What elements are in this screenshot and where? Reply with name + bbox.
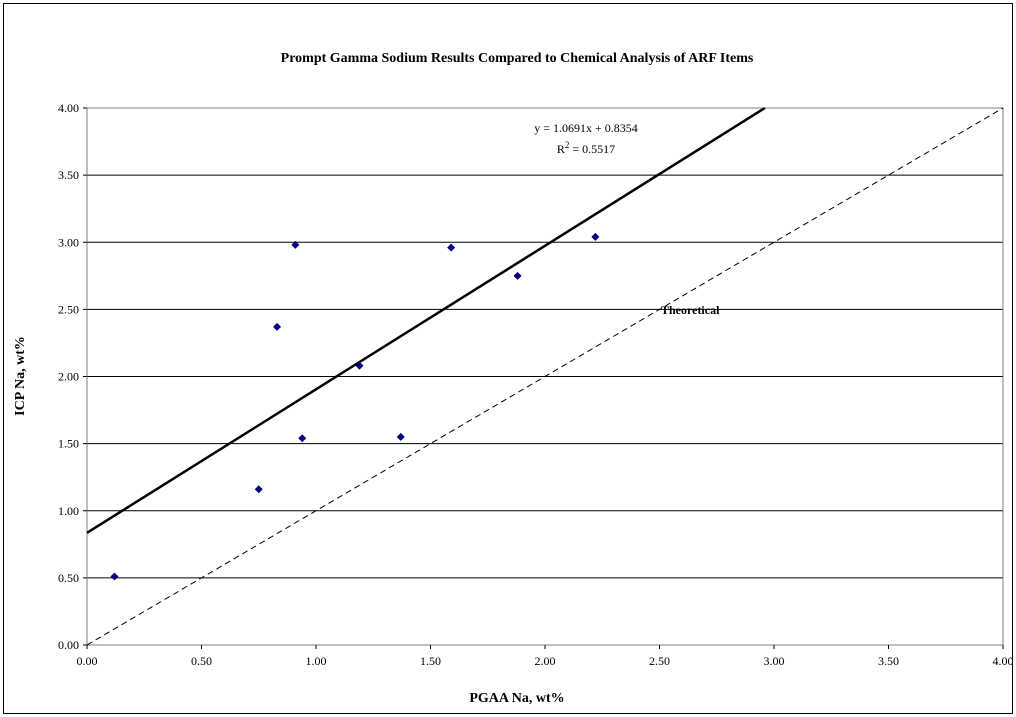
y-tick-label-8: 4.00	[58, 101, 79, 115]
grid-lines	[87, 174, 1003, 579]
data-point-9	[591, 232, 600, 241]
y-tick-label-5: 2.50	[58, 302, 79, 316]
data-point-0	[110, 572, 119, 581]
x-tick-label-4: 2.00	[535, 654, 556, 668]
y-axis-ticks: 0.00 0.50 1.00 1.50 2.00 2.50 3.00 3.50 4.00	[58, 101, 87, 652]
x-tick-label-7: 3.50	[878, 654, 899, 668]
r-squared-label: R2 = 0.5517	[557, 140, 615, 156]
trendline-equation: y = 1.0691x + 0.8354	[534, 121, 638, 135]
r-squared-prefix: R	[557, 142, 565, 156]
chart-frame	[3, 3, 1013, 714]
data-points	[110, 232, 600, 581]
data-point-6	[396, 432, 405, 441]
data-point-8	[513, 271, 522, 280]
r-squared-value: = 0.5517	[569, 142, 615, 156]
theoretical-label: Theoretical	[661, 303, 720, 317]
data-point-5	[355, 361, 364, 370]
data-point-4	[298, 434, 307, 443]
y-axis-title: ICP Na, wt%	[13, 336, 28, 416]
x-axis-title: PGAA Na, wt%	[469, 691, 564, 706]
x-tick-label-3: 1.50	[420, 654, 441, 668]
theoretical-line	[86, 107, 1004, 646]
y-tick-label-0: 0.00	[58, 638, 79, 652]
x-tick-label-6: 3.00	[764, 654, 785, 668]
data-point-1	[254, 485, 263, 494]
y-tick-label-4: 2.00	[58, 370, 79, 384]
data-point-2	[273, 322, 282, 331]
x-axis-ticks: 0.00 0.50 1.00 1.50 2.00 2.50 3.00 3.50 4.00	[77, 645, 1014, 668]
x-tick-label-0: 0.00	[77, 654, 98, 668]
x-tick-label-5: 2.50	[649, 654, 670, 668]
data-point-3	[291, 240, 300, 249]
y-tick-label-1: 0.50	[58, 571, 79, 585]
trend-line	[86, 106, 766, 534]
chart-title: Prompt Gamma Sodium Results Compared to …	[281, 51, 754, 66]
y-tick-label-2: 1.00	[58, 504, 79, 518]
r-squared-superscript: 2	[565, 140, 570, 150]
x-tick-label-8: 4.00	[993, 654, 1014, 668]
y-tick-label-3: 1.50	[58, 437, 79, 451]
y-tick-label-7: 3.50	[58, 168, 79, 182]
x-tick-label-2: 1.00	[306, 654, 327, 668]
data-point-7	[447, 243, 456, 252]
x-tick-label-1: 0.50	[191, 654, 212, 668]
y-tick-label-6: 3.00	[58, 235, 79, 249]
